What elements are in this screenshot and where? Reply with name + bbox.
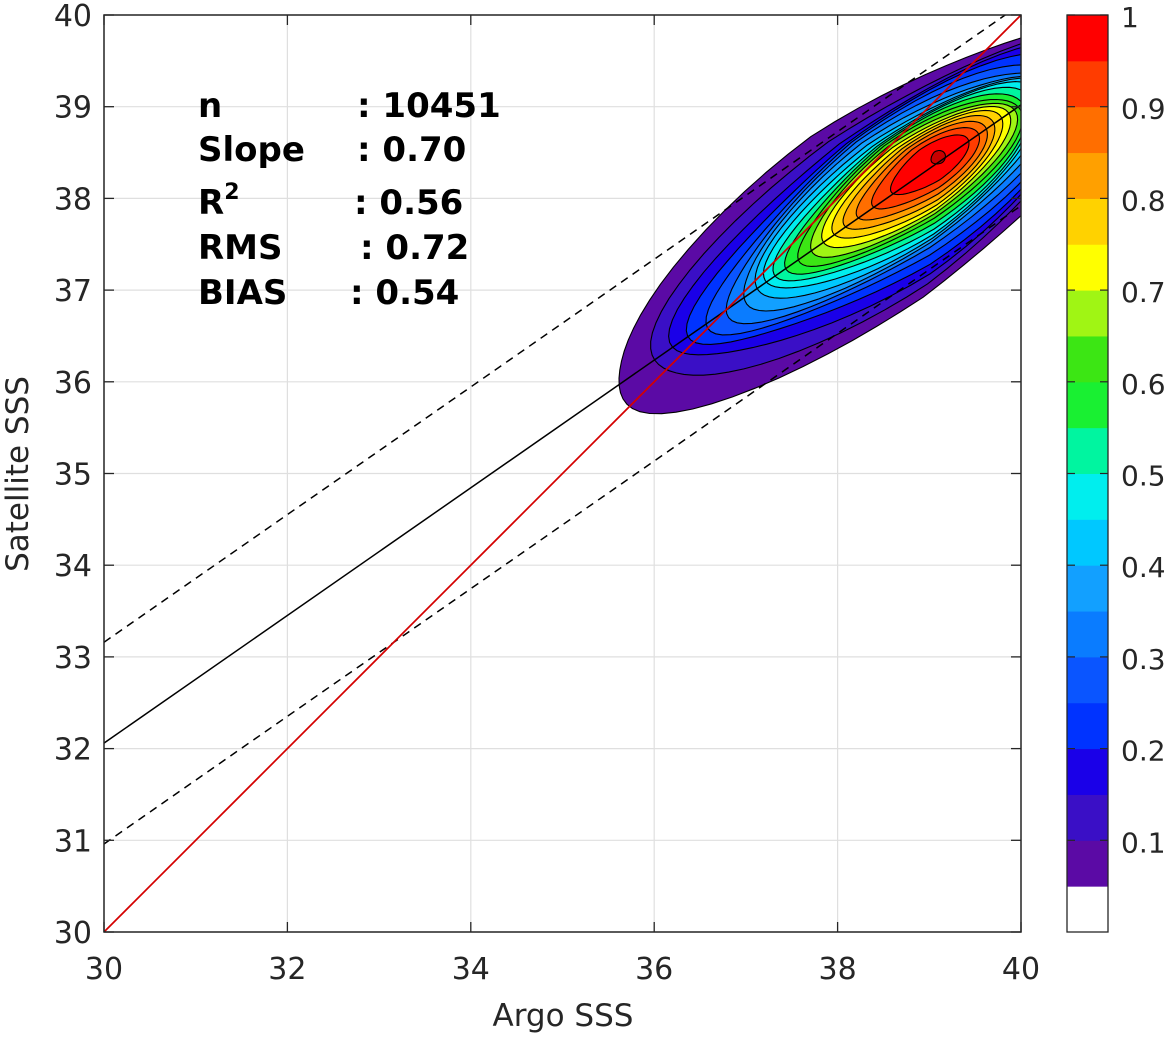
stat-bias-name: BIAS: [198, 273, 287, 313]
reference-lines: [104, 15, 1021, 932]
y-tick-label-4: 34: [54, 549, 92, 584]
stat-n-value: : 10451: [357, 86, 501, 126]
stat-rms-name: RMS: [198, 228, 283, 268]
stat-slope-value: : 0.70: [357, 130, 466, 170]
colorbar-band-3: [1067, 748, 1108, 795]
y-tick-label-1: 31: [54, 824, 92, 859]
colorbar-band-13: [1067, 290, 1108, 337]
colorbar-band-2: [1067, 794, 1108, 841]
colorbar-band-10: [1067, 427, 1108, 474]
x-tick-label-4: 38: [819, 952, 857, 987]
stat-slope-name: Slope: [198, 130, 305, 170]
colorbar-tick-label-4: 0.5: [1121, 460, 1166, 493]
colorbar-band-19: [1067, 15, 1108, 62]
stat-r2-value: : 0.56: [354, 183, 463, 223]
colorbar-band-15: [1067, 198, 1108, 245]
colorbar-band-5: [1067, 656, 1108, 704]
y-tick-label-8: 38: [54, 182, 92, 217]
stat-r2-name: R2: [198, 180, 240, 223]
contour-level-19: [889, 134, 970, 196]
regression-line: [104, 104, 1021, 744]
stats-annotation: n : 10451 Slope : 0.70 R2 : 0.56 RMS : 0…: [198, 86, 501, 313]
x-tick-label-1: 32: [268, 952, 306, 987]
x-axis-label: Argo SSS: [493, 998, 634, 1034]
one-to-one-line: [104, 15, 1021, 932]
y-tick-labels: 30 31 32 33 34 35 36 37 38 39 40: [54, 0, 92, 951]
colorbar-band-6: [1067, 611, 1108, 658]
colorbar-band-12: [1067, 335, 1108, 383]
x-tick-label-5: 40: [1002, 952, 1040, 987]
lower-bound-line: [104, 205, 1021, 845]
stat-bias-value: : 0.54: [350, 273, 459, 313]
stat-r2-base: R: [198, 183, 224, 223]
colorbar-tick-label-0: 0.1: [1121, 826, 1166, 859]
colorbar-band-9: [1067, 473, 1108, 520]
upper-bound-line: [104, 15, 1007, 643]
colorbar-band-18: [1067, 60, 1108, 108]
colorbar-tick-label-2: 0.3: [1121, 643, 1166, 676]
colorbar-band-4: [1067, 702, 1108, 750]
colorbar-tick-label-9: 1: [1121, 1, 1139, 34]
grid: [103, 14, 1022, 933]
colorbar-band-1: [1067, 840, 1108, 887]
colorbar-tick-label-6: 0.7: [1121, 276, 1166, 309]
colorbar-band-0: [1067, 886, 1108, 933]
colorbar-band-11: [1067, 381, 1108, 429]
stat-r2-sup: 2: [224, 180, 239, 205]
x-tick-label-0: 30: [85, 952, 123, 987]
y-tick-label-6: 36: [54, 366, 92, 401]
x-tick-label-2: 34: [452, 952, 490, 987]
y-tick-label-2: 32: [54, 733, 92, 768]
colorbar-band-8: [1067, 519, 1108, 566]
colorbar-ticks: 0.1 0.2 0.3 0.4 0.5 0.6 0.7 0.8 0.9 1: [1067, 1, 1166, 859]
stat-rms-value: : 0.72: [360, 228, 469, 268]
y-tick-label-5: 35: [54, 458, 92, 493]
x-tick-labels: 30 32 34 36 38 40: [85, 952, 1040, 987]
colorbar-tick-label-5: 0.6: [1121, 368, 1166, 401]
y-tick-label-3: 33: [54, 641, 92, 676]
y-tick-label-9: 39: [54, 91, 92, 126]
colorbar: [1066, 14, 1109, 933]
y-tick-label-0: 30: [54, 916, 92, 951]
colorbar-tick-label-3: 0.4: [1121, 551, 1166, 584]
colorbar-tick-label-7: 0.8: [1121, 184, 1166, 217]
y-tick-label-7: 37: [54, 274, 92, 309]
colorbar-tick-label-1: 0.2: [1121, 735, 1166, 768]
stat-n-name: n: [198, 86, 222, 126]
axes: [103, 14, 1022, 933]
colorbar-band-14: [1067, 244, 1108, 291]
colorbar-band-16: [1067, 152, 1108, 199]
y-axis-label: Satellite SSS: [0, 376, 36, 572]
x-tick-label-3: 36: [635, 952, 673, 987]
colorbar-band-7: [1067, 565, 1108, 612]
colorbar-tick-label-8: 0.9: [1121, 93, 1166, 126]
colorbar-band-17: [1067, 106, 1108, 154]
y-tick-label-10: 40: [54, 0, 92, 34]
